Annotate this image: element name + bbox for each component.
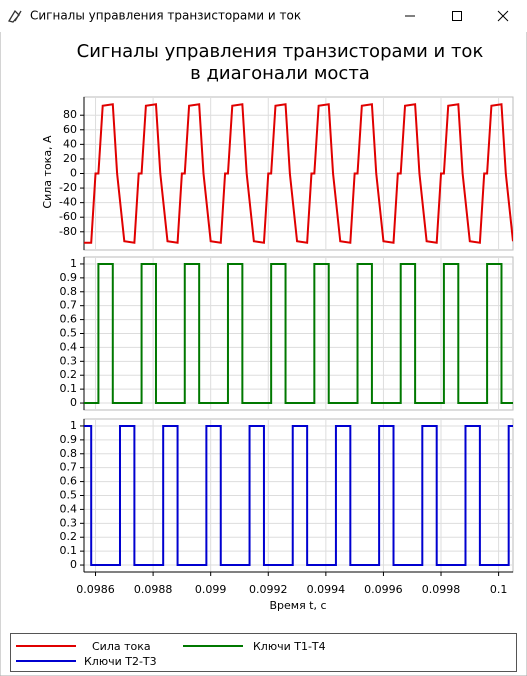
y-tick-label: 0.6: [60, 313, 78, 326]
legend-label: Ключи Т2-Т3: [84, 655, 157, 668]
x-tick-label: 0.1: [490, 583, 508, 596]
y-tick-label: -20: [59, 181, 77, 194]
maximize-button[interactable]: [452, 11, 462, 21]
x-tick-label: 0.099: [195, 583, 227, 596]
x-axis-label: Время t, с: [269, 599, 326, 612]
x-tick-label: 0.0996: [364, 583, 403, 596]
chart-title: в диагонали моста: [190, 63, 370, 84]
y-tick-label: 0.2: [60, 530, 78, 543]
y-tick-label: -40: [59, 196, 77, 209]
y-tick-label: 0: [70, 396, 77, 409]
y-tick-label: 0.3: [60, 516, 78, 529]
y-tick-label: 0.9: [60, 271, 78, 284]
y-tick-label: 0.1: [60, 382, 78, 395]
x-tick-label: 0.0992: [249, 583, 288, 596]
y-tick-label: 0.9: [60, 433, 78, 446]
title-bar: [0, 0, 527, 32]
y-tick-label: 1: [70, 257, 77, 270]
series-line: [84, 262, 513, 405]
y-tick-label: 1: [70, 419, 77, 432]
y-tick-label: 40: [63, 137, 77, 150]
y-tick-label: 80: [63, 108, 77, 121]
y-tick-label: 0.4: [60, 340, 78, 353]
window-title: Сигналы управления транзисторами и ток: [30, 9, 301, 23]
y-tick-label: 0.6: [60, 475, 78, 488]
y-axis-label: Сила тока, А: [41, 135, 54, 209]
y-tick-label: 60: [63, 123, 77, 136]
y-tick-label: -80: [59, 225, 77, 238]
y-tick-label: 0.3: [60, 354, 78, 367]
y-tick-label: 0.8: [60, 447, 78, 460]
y-tick-label: 0.8: [60, 285, 78, 298]
y-tick-label: 0.7: [60, 299, 78, 312]
y-tick-label: 0.2: [60, 368, 78, 381]
x-tick-label: 0.0994: [307, 583, 346, 596]
x-tick-label: 0.0986: [76, 583, 115, 596]
legend-label: Ключи Т1-Т4: [253, 640, 326, 653]
x-tick-label: 0.0998: [422, 583, 461, 596]
series-line: [84, 424, 513, 567]
y-tick-label: 0.4: [60, 502, 78, 515]
legend-label: Сила тока: [92, 640, 151, 653]
app-icon: [7, 9, 22, 23]
y-tick-label: 0.7: [60, 461, 78, 474]
y-tick-label: 0.5: [60, 327, 78, 340]
y-tick-label: 0.5: [60, 489, 78, 502]
y-tick-label: 0: [70, 167, 77, 180]
y-tick-label: 20: [63, 152, 77, 165]
legend: [10, 633, 517, 672]
y-tick-label: 0.1: [60, 544, 78, 557]
y-tick-label: 0: [70, 558, 77, 571]
x-tick-label: 0.0988: [134, 583, 173, 596]
close-button[interactable]: [497, 10, 509, 22]
chart-title: Сигналы управления транзисторами и ток: [77, 41, 484, 62]
series-line: [84, 103, 513, 244]
y-tick-label: -60: [59, 210, 77, 223]
